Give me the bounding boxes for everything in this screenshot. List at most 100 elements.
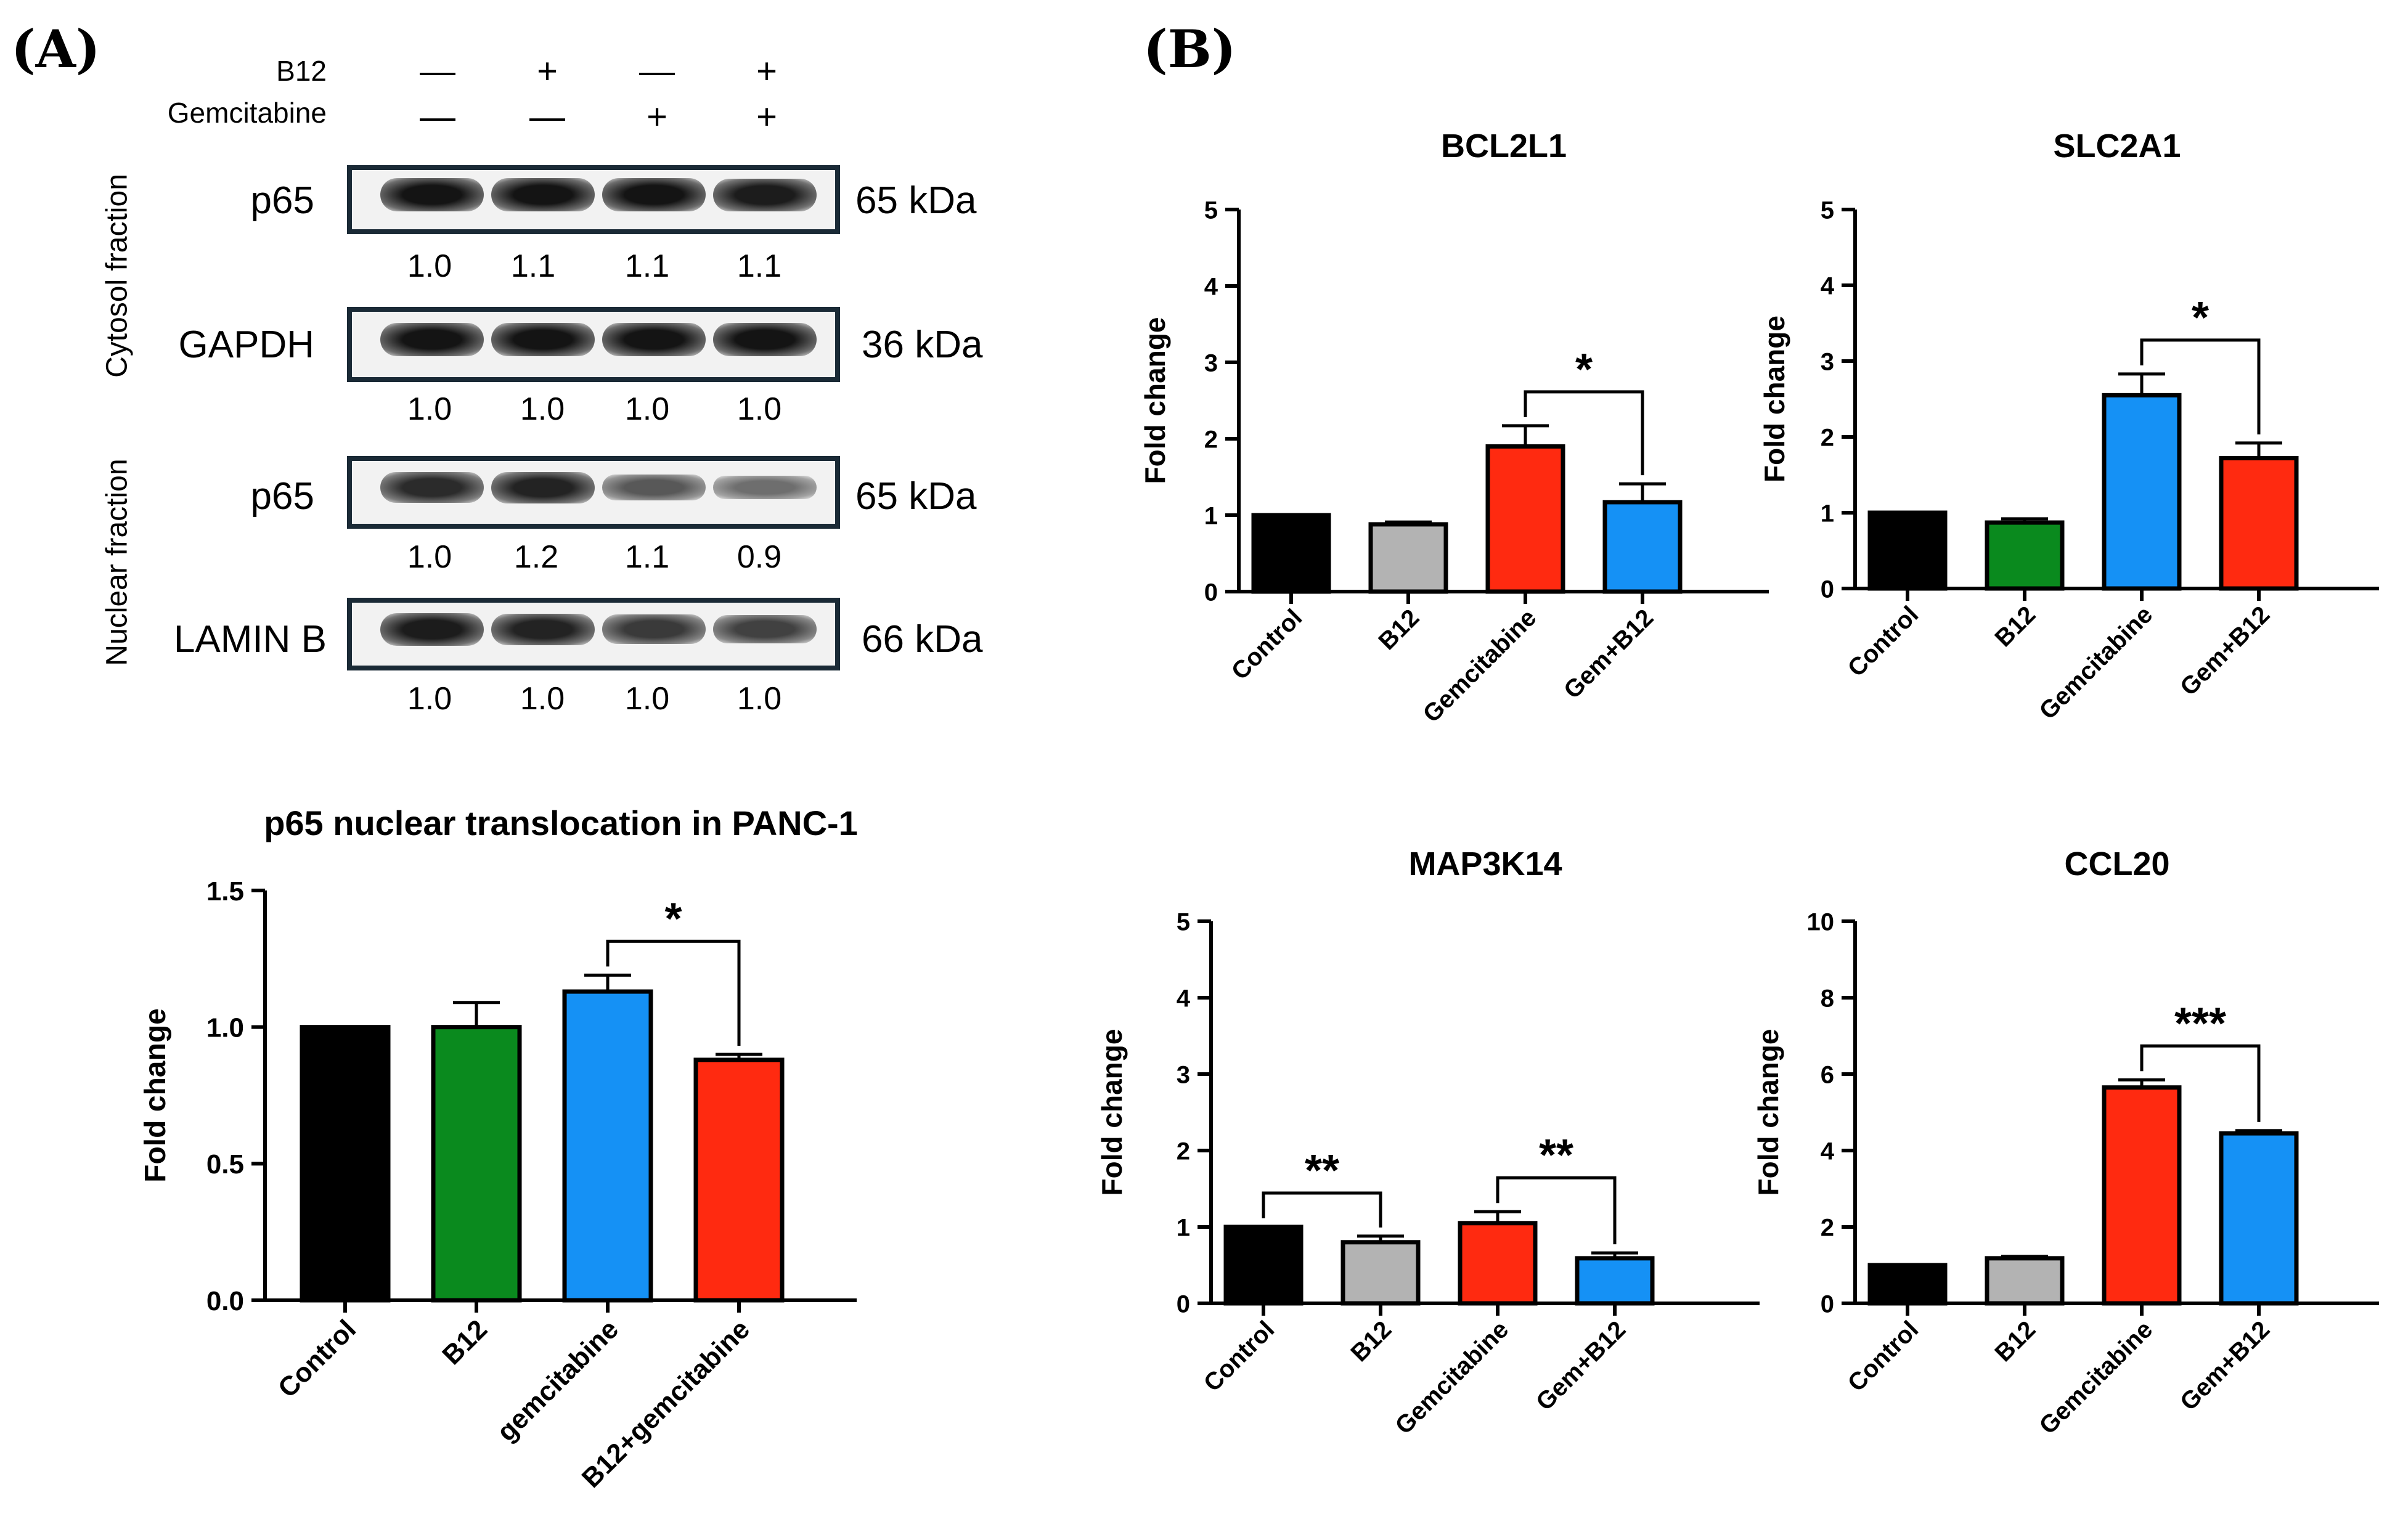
blot-band xyxy=(713,178,817,211)
chart-bcl2l1: BCL2L1 0 1 2 3 4 5 Fold change Control B12Gemcita… xyxy=(1139,128,1769,728)
blot-band xyxy=(380,178,484,211)
y-tick-label: 3 xyxy=(1821,348,1834,375)
significance-label: ** xyxy=(1305,1146,1339,1196)
quant-value: 1.1 xyxy=(510,248,556,284)
blot-band xyxy=(602,178,706,211)
y-tick-label: 3 xyxy=(1204,349,1218,377)
y-tick-label: 1.0 xyxy=(206,1013,244,1043)
bar-b12 xyxy=(1368,522,1448,594)
chart-p65: p65 nuclear translocation in PANC-1 0.0 0.… xyxy=(139,804,858,1494)
bar-gem-b12 xyxy=(1575,1256,1655,1306)
chart-title: p65 nuclear translocation in PANC-1 xyxy=(264,804,858,842)
blot-image xyxy=(347,456,840,529)
blot-size-label: 36 kDa xyxy=(862,324,983,366)
x-tick-label: Control xyxy=(1199,1316,1280,1397)
gem-sign-lane1: — xyxy=(420,97,455,137)
quant-value: 1.0 xyxy=(520,681,565,717)
y-tick-label: 10 xyxy=(1807,908,1835,935)
bar-control xyxy=(1867,510,1948,591)
bar-gem-b12 xyxy=(1602,500,1683,594)
y-tick-label: 4 xyxy=(1821,272,1835,299)
blot-protein-label: GAPDH xyxy=(178,324,314,366)
bar-b12 xyxy=(1985,1256,2065,1306)
y-axis-label: Fold change xyxy=(1139,317,1171,484)
quant-value: 1.0 xyxy=(737,391,782,427)
chart-title: MAP3K14 xyxy=(1408,845,1562,882)
bar-gemcitabine xyxy=(2102,393,2182,591)
x-tick-label: Gem+B12 xyxy=(1559,604,1659,704)
bar-gem-b12 xyxy=(2219,455,2299,591)
x-tick-label: Gemcitabine xyxy=(2034,601,2158,725)
chart-slc2a1: SLC2A1 0 1 2 3 4 5 Fold change Control B12Gemcita… xyxy=(1758,128,2379,725)
treatment-gemcitabine-label: Gemcitabine xyxy=(167,97,327,129)
quant-value: 1.0 xyxy=(520,391,565,427)
y-tick-label: 1.5 xyxy=(206,876,244,906)
quant-value: 0.9 xyxy=(737,539,782,575)
bar-b12-gemcitabine xyxy=(693,1057,785,1303)
y-tick-label: 4 xyxy=(1821,1138,1835,1165)
quant-value: 1.0 xyxy=(624,391,670,427)
significance-bracket xyxy=(2140,338,2261,434)
blot-band xyxy=(491,613,595,645)
chart-title: BCL2L1 xyxy=(1441,128,1567,165)
x-tick-label: Control xyxy=(1843,601,1924,682)
bar-control xyxy=(1223,1224,1304,1306)
x-tick-label: Gem+B12 xyxy=(2175,601,2275,701)
y-tick-label: 1 xyxy=(1177,1214,1190,1241)
y-tick-label: 4 xyxy=(1204,273,1218,300)
y-axis-label: Fold change xyxy=(139,1008,172,1183)
x-tick-label: Control xyxy=(272,1314,362,1403)
b12-sign-lane4: + xyxy=(756,51,777,91)
y-tick-label: 8 xyxy=(1821,985,1834,1012)
bar-b12 xyxy=(1340,1240,1421,1306)
y-axis-label: Fold change xyxy=(1758,316,1790,483)
chart-ccl20: CCL20 0 2 4 6 8 10 Fold change Control B12Gemcita… xyxy=(1752,845,2379,1440)
bar-gemcitabine xyxy=(1458,1221,1538,1306)
significance-label: * xyxy=(664,894,682,943)
blot-band xyxy=(380,472,484,503)
blot-protein-label: p65 xyxy=(250,179,314,222)
x-tick-label: B12 xyxy=(1373,604,1424,655)
x-tick-label: gemcitabine xyxy=(491,1314,624,1447)
blot-band xyxy=(602,614,706,644)
blot-size-label: 65 kDa xyxy=(855,475,977,518)
y-tick-label: 0 xyxy=(1204,579,1218,606)
bar-gemcitabine xyxy=(1485,444,1565,594)
significance-bracket xyxy=(606,939,741,1046)
y-tick-label: 2 xyxy=(1821,424,1834,451)
blot-band xyxy=(380,323,484,356)
x-tick-label: B12 xyxy=(436,1314,493,1371)
panel-b-label: (B) xyxy=(1143,18,1236,79)
blot-band xyxy=(602,475,706,500)
y-tick-label: 5 xyxy=(1821,197,1834,224)
significance-label: *** xyxy=(2174,999,2226,1048)
b12-sign-lane3: — xyxy=(639,51,675,91)
x-tick-label: B12 xyxy=(1989,1316,2041,1367)
blot-band xyxy=(713,476,817,499)
blot-band xyxy=(713,323,817,356)
bar-control xyxy=(1251,513,1331,594)
x-tick-label: Gem+B12 xyxy=(2175,1316,2275,1416)
y-tick-label: 1 xyxy=(1204,502,1218,529)
blot-image xyxy=(347,307,840,382)
y-tick-label: 0 xyxy=(1821,1290,1834,1318)
y-axis-label: Fold change xyxy=(1096,1029,1128,1196)
y-tick-label: 2 xyxy=(1821,1214,1834,1241)
gem-sign-lane3: + xyxy=(647,97,667,137)
bar-gemcitabine xyxy=(2102,1085,2182,1306)
blot-size-label: 65 kDa xyxy=(855,179,977,222)
blot-protein-label: p65 xyxy=(250,475,314,518)
blot-size-label: 66 kDa xyxy=(862,618,983,661)
bar-gemcitabine xyxy=(562,989,653,1303)
gem-sign-lane4: + xyxy=(756,97,777,137)
quant-value: 1.0 xyxy=(407,248,452,284)
y-tick-label: 1 xyxy=(1821,500,1834,527)
quant-value: 1.2 xyxy=(513,539,559,575)
blot-image xyxy=(347,598,840,670)
y-tick-label: 4 xyxy=(1177,985,1191,1012)
y-tick-label: 5 xyxy=(1204,197,1218,224)
x-tick-label: Gemcitabine xyxy=(1418,604,1541,728)
b12-sign-lane1: — xyxy=(420,51,455,91)
bar-gem-b12 xyxy=(2219,1131,2299,1306)
